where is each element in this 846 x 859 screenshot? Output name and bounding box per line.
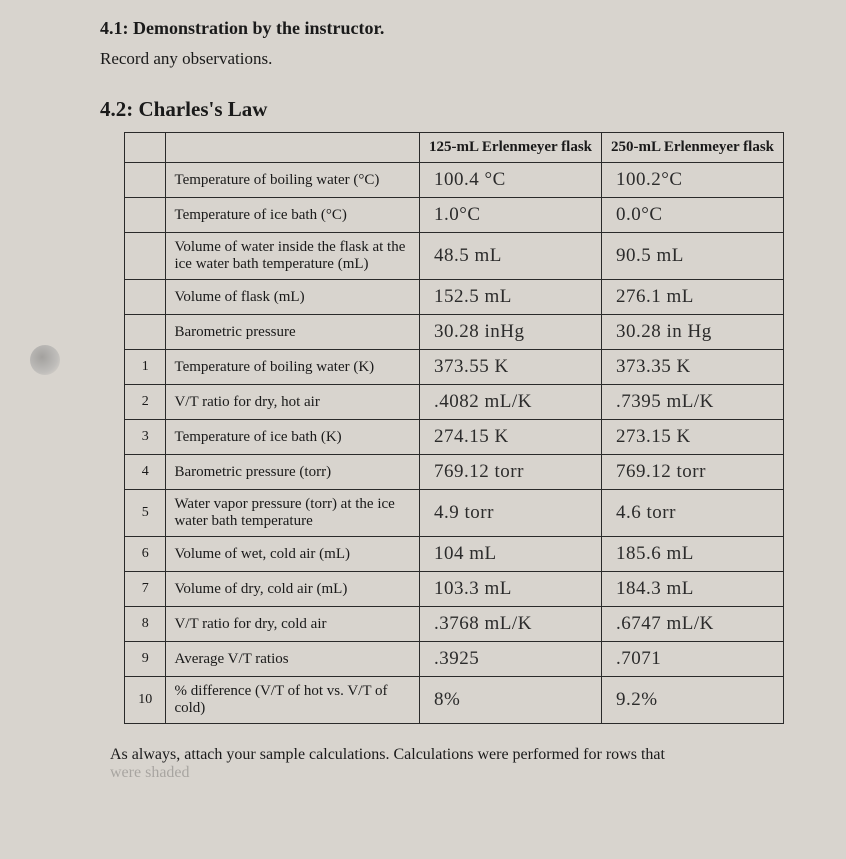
row-number xyxy=(125,315,166,350)
row-label: V/T ratio for dry, hot air xyxy=(166,385,420,420)
table-row: Temperature of boiling water (°C)100.4 °… xyxy=(125,163,784,198)
value-125ml: 373.55 K xyxy=(420,350,602,385)
footer-text: As always, attach your sample calculatio… xyxy=(110,746,806,782)
row-label: Volume of water inside the flask at the … xyxy=(166,233,420,280)
value-125ml: .4082 mL/K xyxy=(420,385,602,420)
row-number: 9 xyxy=(125,642,166,677)
table-row: 10% difference (V/T of hot vs. V/T of co… xyxy=(125,677,784,724)
row-label: Temperature of ice bath (K) xyxy=(166,420,420,455)
row-label: Barometric pressure xyxy=(166,315,420,350)
table-row: 3Temperature of ice bath (K)274.15 K273.… xyxy=(125,420,784,455)
heading-4-2: 4.2: Charles's Law xyxy=(100,97,806,122)
row-label: Barometric pressure (torr) xyxy=(166,455,420,490)
value-125ml: 103.3 mL xyxy=(420,572,602,607)
table-row: 1Temperature of boiling water (K)373.55 … xyxy=(125,350,784,385)
row-label: % difference (V/T of hot vs. V/T of cold… xyxy=(166,677,420,724)
observations-prompt: Record any observations. xyxy=(100,49,806,69)
table-row: Volume of water inside the flask at the … xyxy=(125,233,784,280)
row-label: Temperature of ice bath (°C) xyxy=(166,198,420,233)
header-blank-label xyxy=(166,133,420,163)
value-250ml: .6747 mL/K xyxy=(602,607,784,642)
table-row: 5Water vapor pressure (torr) at the ice … xyxy=(125,490,784,537)
row-label: Volume of flask (mL) xyxy=(166,280,420,315)
row-label: V/T ratio for dry, cold air xyxy=(166,607,420,642)
row-number: 8 xyxy=(125,607,166,642)
table-row: 4Barometric pressure (torr)769.12 torr76… xyxy=(125,455,784,490)
row-label: Water vapor pressure (torr) at the ice w… xyxy=(166,490,420,537)
value-250ml: 90.5 mL xyxy=(602,233,784,280)
value-125ml: 769.12 torr xyxy=(420,455,602,490)
value-250ml: .7071 xyxy=(602,642,784,677)
heading-4-1: 4.1: Demonstration by the instructor. xyxy=(100,18,806,39)
value-250ml: .7395 mL/K xyxy=(602,385,784,420)
table-row: 7Volume of dry, cold air (mL)103.3 mL184… xyxy=(125,572,784,607)
table-row: 6Volume of wet, cold air (mL)104 mL185.6… xyxy=(125,537,784,572)
row-number: 5 xyxy=(125,490,166,537)
row-number xyxy=(125,198,166,233)
worksheet-page: 4.1: Demonstration by the instructor. Re… xyxy=(0,0,846,782)
row-label: Volume of wet, cold air (mL) xyxy=(166,537,420,572)
row-number: 6 xyxy=(125,537,166,572)
value-250ml: 4.6 torr xyxy=(602,490,784,537)
row-label: Volume of dry, cold air (mL) xyxy=(166,572,420,607)
hole-punch xyxy=(30,345,60,375)
value-125ml: 274.15 K xyxy=(420,420,602,455)
value-250ml: 100.2°C xyxy=(602,163,784,198)
table-header-row: 125-mL Erlenmeyer flask 250-mL Erlenmeye… xyxy=(125,133,784,163)
value-250ml: 9.2% xyxy=(602,677,784,724)
row-number xyxy=(125,163,166,198)
value-250ml: 0.0°C xyxy=(602,198,784,233)
value-125ml: 8% xyxy=(420,677,602,724)
charles-law-table: 125-mL Erlenmeyer flask 250-mL Erlenmeye… xyxy=(124,132,784,724)
value-250ml: 184.3 mL xyxy=(602,572,784,607)
value-250ml: 276.1 mL xyxy=(602,280,784,315)
value-125ml: .3925 xyxy=(420,642,602,677)
footer-line2: were shaded xyxy=(110,764,190,781)
row-number: 10 xyxy=(125,677,166,724)
header-blank-num xyxy=(125,133,166,163)
value-125ml: 1.0°C xyxy=(420,198,602,233)
row-label: Average V/T ratios xyxy=(166,642,420,677)
value-250ml: 373.35 K xyxy=(602,350,784,385)
value-125ml: 4.9 torr xyxy=(420,490,602,537)
table-row: Barometric pressure30.28 inHg30.28 in Hg xyxy=(125,315,784,350)
value-125ml: 152.5 mL xyxy=(420,280,602,315)
row-number: 4 xyxy=(125,455,166,490)
header-125ml: 125-mL Erlenmeyer flask xyxy=(420,133,602,163)
row-number: 3 xyxy=(125,420,166,455)
value-125ml: 30.28 inHg xyxy=(420,315,602,350)
header-250ml: 250-mL Erlenmeyer flask xyxy=(602,133,784,163)
row-label: Temperature of boiling water (°C) xyxy=(166,163,420,198)
row-label: Temperature of boiling water (K) xyxy=(166,350,420,385)
value-250ml: 273.15 K xyxy=(602,420,784,455)
table-row: 9Average V/T ratios.3925.7071 xyxy=(125,642,784,677)
value-125ml: 104 mL xyxy=(420,537,602,572)
value-250ml: 185.6 mL xyxy=(602,537,784,572)
row-number xyxy=(125,280,166,315)
row-number: 7 xyxy=(125,572,166,607)
value-125ml: 100.4 °C xyxy=(420,163,602,198)
value-250ml: 769.12 torr xyxy=(602,455,784,490)
table-row: Volume of flask (mL)152.5 mL276.1 mL xyxy=(125,280,784,315)
value-250ml: 30.28 in Hg xyxy=(602,315,784,350)
footer-line1: As always, attach your sample calculatio… xyxy=(110,746,665,763)
table-row: 2V/T ratio for dry, hot air.4082 mL/K.73… xyxy=(125,385,784,420)
row-number: 2 xyxy=(125,385,166,420)
table-row: 8V/T ratio for dry, cold air.3768 mL/K.6… xyxy=(125,607,784,642)
value-125ml: 48.5 mL xyxy=(420,233,602,280)
value-125ml: .3768 mL/K xyxy=(420,607,602,642)
table-row: Temperature of ice bath (°C)1.0°C0.0°C xyxy=(125,198,784,233)
row-number: 1 xyxy=(125,350,166,385)
row-number xyxy=(125,233,166,280)
